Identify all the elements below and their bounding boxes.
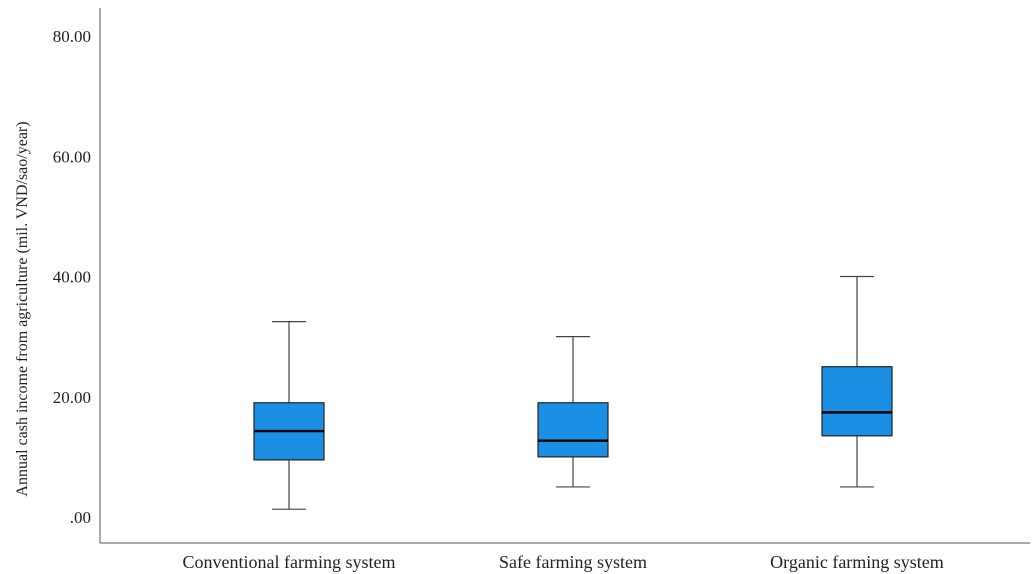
iqr-box bbox=[821, 366, 893, 437]
boxes bbox=[253, 275, 893, 510]
x-tick-label: Conventional farming system bbox=[183, 552, 396, 572]
box-group bbox=[537, 336, 609, 488]
y-ticks: .00 20.00 40.00 60.00 80.00 bbox=[53, 27, 91, 527]
y-axis-title: Annual cash income from agriculture (mil… bbox=[14, 121, 31, 496]
box-group bbox=[253, 320, 325, 510]
x-tick-label: Safe farming system bbox=[499, 552, 647, 572]
y-tick-label: .00 bbox=[70, 508, 91, 527]
y-tick-label: 80.00 bbox=[53, 27, 91, 46]
y-tick-label: 60.00 bbox=[53, 147, 91, 166]
iqr-box bbox=[537, 402, 609, 458]
axes bbox=[99, 8, 1030, 544]
box-group bbox=[821, 275, 893, 488]
x-tick-label: Organic farming system bbox=[770, 552, 944, 572]
y-tick-label: 40.00 bbox=[53, 268, 91, 287]
y-tick-label: 20.00 bbox=[53, 388, 91, 407]
x-tick-labels: Conventional farming system Safe farming … bbox=[183, 552, 944, 572]
